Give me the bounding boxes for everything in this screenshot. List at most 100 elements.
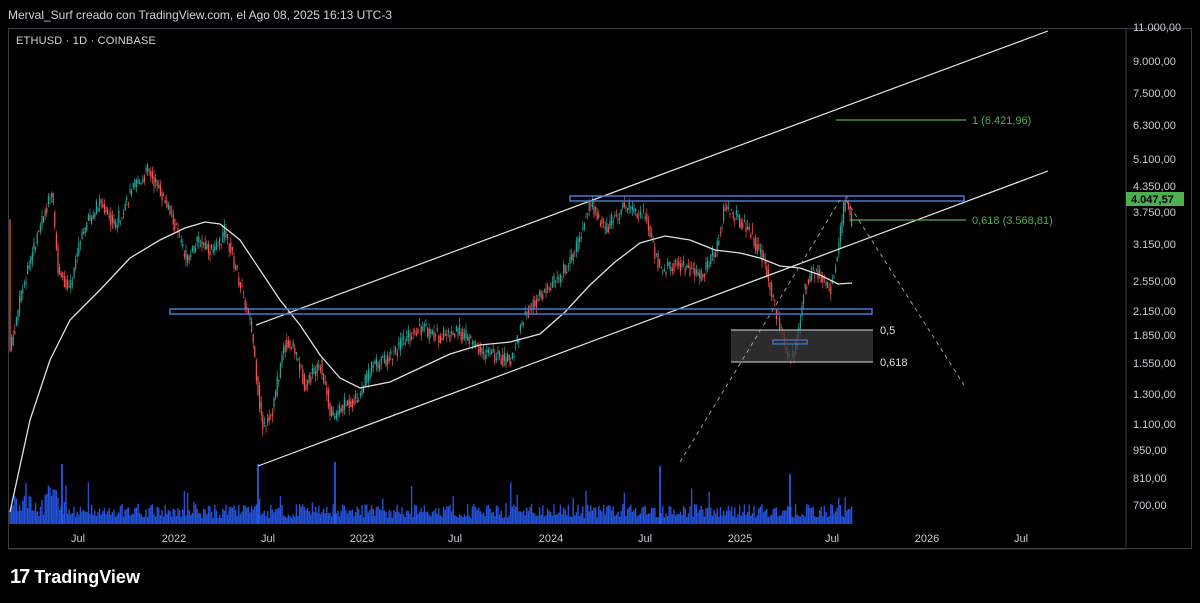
volume-bar [575, 512, 578, 524]
volume-bar [137, 503, 139, 524]
channel-lower-line [257, 170, 1049, 467]
x-tick-label: Jul [261, 533, 275, 545]
candle-body [132, 182, 134, 188]
candle-body [9, 219, 11, 351]
volume-bar [151, 504, 154, 524]
volume-bar [190, 514, 192, 524]
volume-bar [298, 504, 301, 524]
candle-body [347, 400, 349, 406]
volume-bar [766, 508, 768, 524]
volume-bar [20, 510, 22, 524]
candle-body [807, 279, 809, 285]
volume-bar [134, 508, 136, 524]
volume-bar [665, 513, 667, 524]
volume-bar [369, 509, 371, 524]
volume-bar [367, 512, 370, 524]
candle-body [499, 351, 501, 358]
candle-body [705, 262, 707, 271]
candle-body [427, 327, 429, 336]
candle-body [145, 167, 147, 172]
candle-body [753, 238, 755, 247]
volume-bar [713, 509, 715, 524]
candle-body [78, 243, 80, 255]
candle-body [211, 245, 213, 249]
volume-bar [404, 517, 406, 524]
volume-bar [724, 515, 726, 524]
candle-body [351, 399, 353, 408]
volume-bar [796, 514, 798, 524]
volume-bar [364, 504, 366, 524]
candle-body [19, 296, 21, 314]
tradingview-logo[interactable]: 17 TradingView [10, 566, 140, 589]
candle-body [425, 323, 427, 326]
candle-body [772, 295, 774, 298]
volume-bar [385, 511, 387, 524]
volume-bar [631, 512, 634, 524]
candle-body [84, 226, 86, 234]
volume-bar [230, 506, 232, 524]
volume-bar [407, 510, 410, 524]
volume-bar [409, 513, 411, 524]
volume-bar [314, 506, 317, 524]
candle-body [766, 265, 768, 276]
candle-body [481, 347, 483, 354]
volume-bar [346, 513, 349, 524]
candle-body [647, 221, 649, 231]
volume-bar [150, 505, 152, 524]
candle-body [327, 389, 329, 407]
candle-body [116, 224, 118, 229]
volume-bar [676, 514, 678, 524]
volume-bar [351, 509, 354, 524]
volume-bar [239, 514, 242, 524]
x-tick-label: 2024 [539, 533, 563, 545]
candle-body [190, 254, 192, 258]
candle-body [102, 204, 104, 208]
volume-bar [130, 514, 133, 524]
candle-body [220, 244, 222, 246]
volume-bar [569, 516, 571, 524]
volume-bar [434, 508, 437, 524]
candle-body [820, 276, 822, 283]
candle-body [711, 249, 713, 256]
candle-body [441, 338, 443, 341]
volume-bar [366, 504, 368, 524]
candle-body [364, 374, 366, 387]
volume-bar [41, 500, 43, 524]
volume-bar [177, 508, 179, 524]
volume-bar [156, 506, 158, 524]
volume-bar [585, 490, 587, 524]
candle-body [305, 384, 307, 391]
candle-body [11, 337, 13, 351]
x-tick-label: 2026 [915, 533, 939, 545]
candle-body [695, 269, 697, 274]
candle-body [732, 212, 734, 218]
volume-bar [231, 507, 234, 524]
volume-bar [362, 517, 365, 524]
y-tick-label: 9.000,00 [1133, 56, 1176, 68]
volume-bar [226, 514, 229, 524]
volume-bar [335, 513, 338, 524]
candle-body [743, 220, 745, 222]
candle-body [759, 248, 761, 253]
volume-bar [39, 506, 42, 524]
volume-bar [164, 504, 166, 524]
candle-body [73, 267, 75, 277]
volume-bar [86, 511, 88, 524]
candle-body [291, 346, 293, 349]
volume-bar [431, 511, 434, 524]
candle-body [739, 214, 741, 228]
volume-bar [383, 510, 386, 524]
volume-bar [441, 516, 443, 524]
volume-bar [458, 514, 461, 524]
volume-bar [212, 517, 214, 524]
candle-body [747, 226, 749, 230]
volume-bar [570, 517, 573, 524]
volume-bar [92, 514, 94, 524]
volume-bar [166, 513, 168, 524]
candle-body [239, 282, 241, 289]
volume-bar [498, 514, 501, 524]
volume-bar [514, 506, 517, 524]
volume-bar [764, 510, 766, 524]
volume-bar [105, 514, 107, 524]
